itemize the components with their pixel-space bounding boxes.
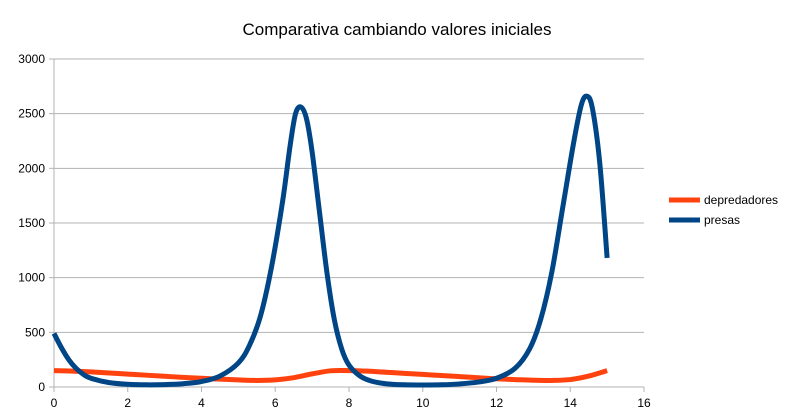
gridlines xyxy=(54,58,644,333)
y-tick-labels: 0 500 1000 1500 2000 2500 3000 xyxy=(18,52,45,394)
series-line-presas xyxy=(51,93,610,388)
y-tick-label: 500 xyxy=(25,325,45,339)
x-tick-label: 16 xyxy=(637,396,651,410)
y-tick-label: 2500 xyxy=(18,107,45,121)
x-tick-label: 0 xyxy=(51,396,58,410)
y-tick-label: 3000 xyxy=(18,52,45,66)
legend-label-presas: presas xyxy=(704,213,740,227)
x-tick-label: 10 xyxy=(416,396,430,410)
x-tick-label: 6 xyxy=(272,396,279,410)
series-lines xyxy=(51,93,610,388)
x-tick-label: 4 xyxy=(198,396,205,410)
y-tick-label: 1500 xyxy=(18,216,45,230)
legend: depredadores presas xyxy=(669,193,778,227)
legend-label-depredadores: depredadores xyxy=(704,193,778,207)
x-tick-label: 2 xyxy=(124,396,131,410)
series-line-depredadores xyxy=(53,367,608,383)
axes xyxy=(49,58,645,392)
x-tick-label: 12 xyxy=(490,396,504,410)
y-tick-label: 0 xyxy=(38,380,45,394)
chart-title: Comparativa cambiando valores iniciales xyxy=(243,20,552,39)
y-tick-label: 1000 xyxy=(18,271,45,285)
x-tick-label: 14 xyxy=(564,396,578,410)
x-tick-label: 8 xyxy=(346,396,353,410)
x-tick-labels: 0 2 4 6 8 10 12 14 16 xyxy=(51,396,651,410)
y-tick-label: 2000 xyxy=(18,161,45,175)
